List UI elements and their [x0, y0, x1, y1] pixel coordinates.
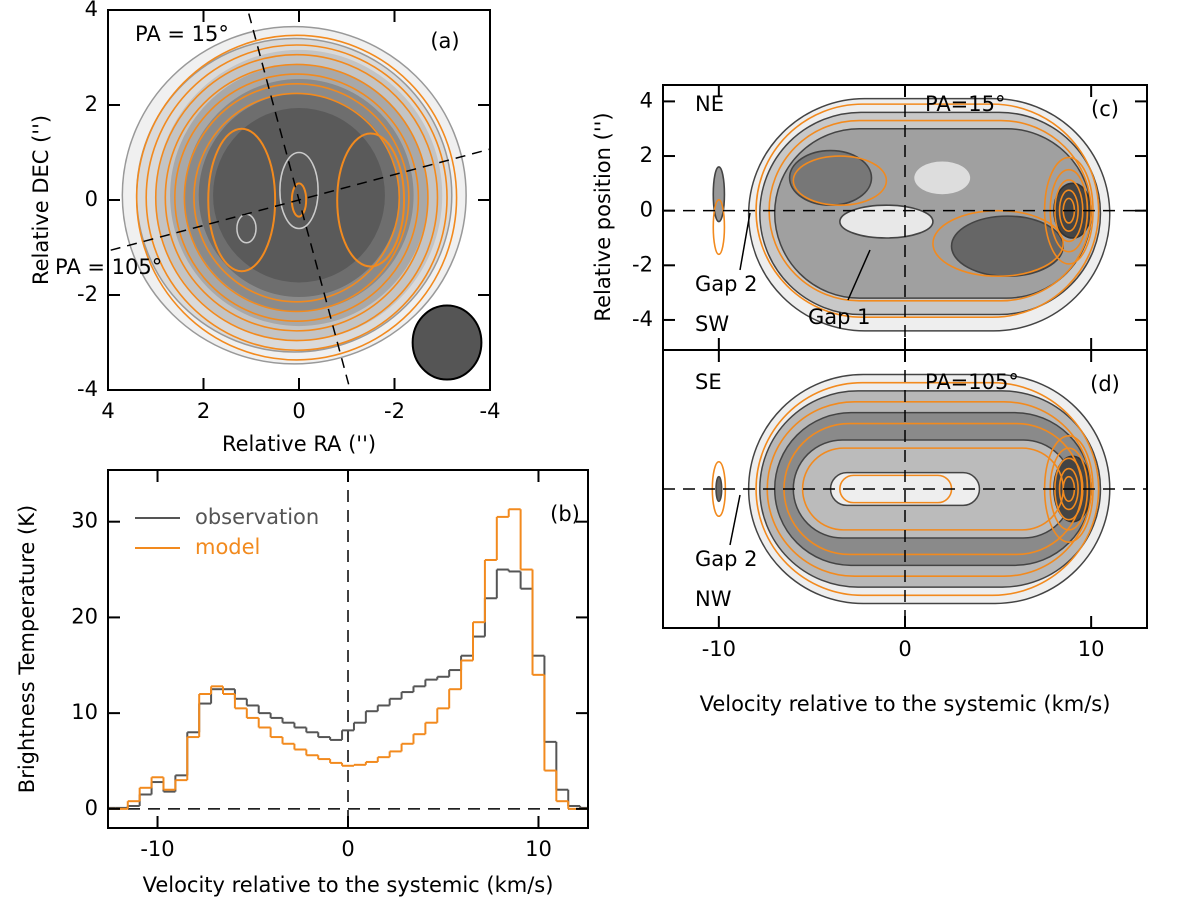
contour [1058, 189, 1079, 232]
y-tick-label: 0 [85, 796, 98, 820]
y-axis-label: Brightness Temperature (K) [15, 505, 39, 793]
x-axis-label: Velocity relative to the systemic (km/s) [143, 873, 554, 897]
contour [193, 92, 401, 303]
contour [411, 304, 483, 381]
x-tick-label: 4 [101, 399, 114, 423]
x-tick-label: -4 [480, 399, 501, 423]
plot-area [663, 350, 1147, 628]
plot-area [108, 470, 588, 828]
y-tick-label: 0 [85, 187, 98, 211]
plot-area [108, 10, 490, 390]
contour [164, 63, 429, 332]
annotation: PA = 105° [55, 255, 162, 279]
contour [135, 34, 458, 361]
y-tick-label: -2 [77, 282, 98, 306]
x-tick-label: -10 [140, 837, 174, 861]
legend-label: model [195, 535, 260, 559]
annotation: Gap 2 [695, 272, 758, 296]
annotation: (b) [550, 502, 580, 526]
x-tick-label: 10 [1078, 637, 1105, 661]
y-axis-label: Relative position ('') [591, 112, 615, 321]
annotation: PA=15° [925, 92, 1006, 116]
contour [207, 127, 277, 273]
y-tick-label: -4 [632, 307, 653, 331]
legend-label: observation [195, 505, 319, 529]
x-tick-label: 0 [292, 399, 305, 423]
y-tick-label: -4 [77, 377, 98, 401]
contour [154, 53, 439, 342]
contour [755, 381, 1100, 597]
annotation: (a) [430, 29, 459, 53]
leader [729, 494, 741, 546]
y-tick-label: -2 [632, 252, 653, 276]
x-tick-label: -10 [702, 637, 736, 661]
annotation: (d) [1090, 372, 1120, 396]
annotation: NE [695, 92, 724, 116]
contour [174, 73, 420, 322]
leader [739, 212, 751, 271]
x-axis-label: Velocity relative to the systemic (km/s) [700, 692, 1111, 716]
y-tick-label: 20 [71, 604, 98, 628]
y-tick-label: 10 [71, 700, 98, 724]
x-axis-label: Relative RA ('') [222, 432, 376, 456]
contour [290, 182, 308, 218]
contour [839, 204, 934, 239]
annotation: Gap 2 [695, 547, 758, 571]
annotation: SW [695, 312, 729, 336]
pa-line [108, 148, 490, 252]
annotation: PA = 15° [135, 22, 229, 46]
contour [712, 198, 726, 256]
annotation: PA=105° [925, 370, 1019, 394]
y-tick-label: 2 [85, 92, 98, 116]
contour [914, 161, 971, 195]
contour [792, 155, 888, 207]
annotation: NW [695, 587, 732, 611]
contour [755, 103, 1100, 319]
x-tick-label: 10 [525, 837, 552, 861]
contour [336, 132, 406, 268]
contour [145, 44, 448, 352]
x-tick-label: -2 [384, 399, 405, 423]
contour [1058, 467, 1079, 511]
y-axis-label: Relative DEC ('') [29, 115, 53, 285]
contour [712, 166, 726, 223]
plot-area [663, 85, 1147, 350]
contour [950, 215, 1065, 278]
annotation: SE [695, 370, 722, 394]
y-tick-label: 2 [640, 143, 653, 167]
y-tick-label: 4 [640, 88, 653, 112]
annotation: Gap 1 [808, 305, 871, 329]
contour [715, 475, 723, 503]
y-tick-label: 0 [640, 198, 653, 222]
leader [847, 249, 871, 301]
x-tick-label: 2 [197, 399, 210, 423]
contour [279, 151, 319, 230]
x-tick-label: 0 [898, 637, 911, 661]
contour [183, 82, 410, 313]
contour [932, 209, 1065, 278]
y-tick-label: 30 [71, 509, 98, 533]
x-tick-label: 0 [341, 837, 354, 861]
annotation: (c) [1091, 97, 1119, 121]
contour [213, 108, 385, 283]
y-tick-label: 4 [85, 0, 98, 21]
